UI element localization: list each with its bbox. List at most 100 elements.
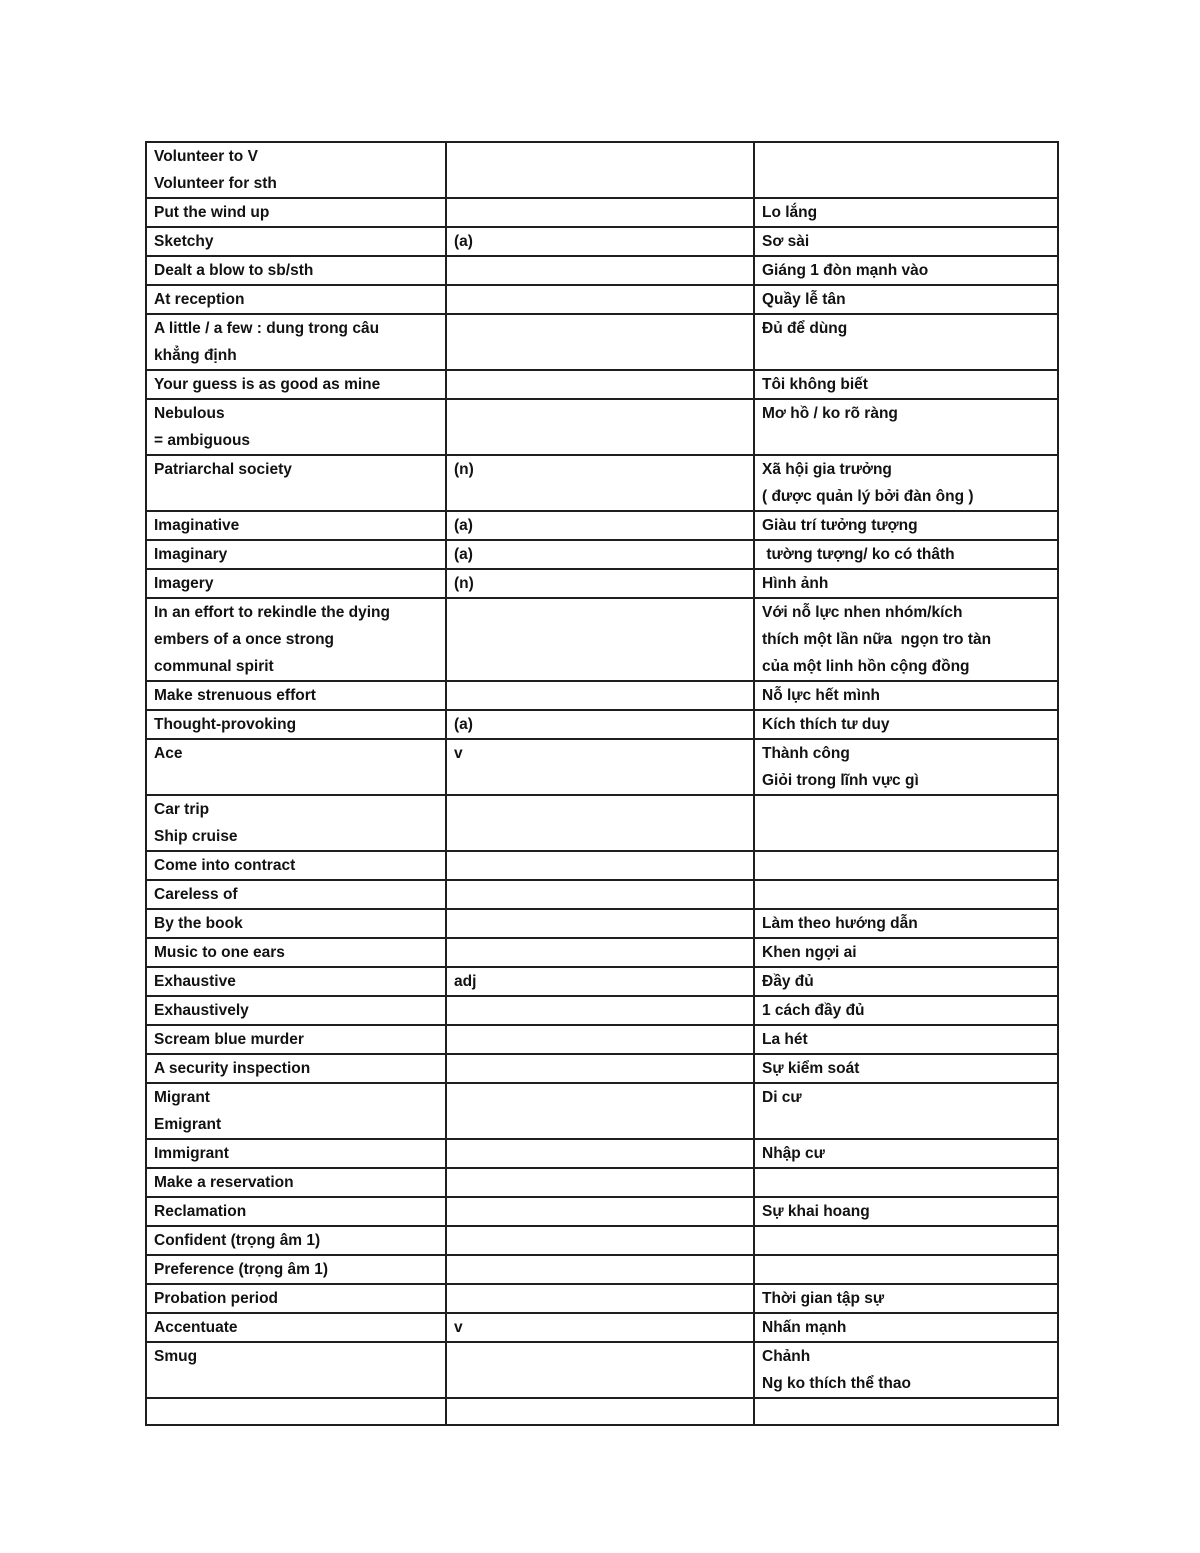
english-term-cell: Sketchy	[145, 226, 447, 257]
english-term-cell: Careless of	[145, 879, 447, 910]
part-of-speech-cell: (n)	[445, 454, 755, 512]
english-term-cell: By the book	[145, 908, 447, 939]
english-term-cell: Volunteer to V Volunteer for sth	[145, 141, 447, 199]
english-term-cell: Preference (trọng âm 1)	[145, 1254, 447, 1285]
table-row: Imagery (n) Hình ảnh	[145, 568, 1059, 599]
table-row: Scream blue murder La hét	[145, 1024, 1059, 1055]
table-row: Exhaustive adj Đầy đủ	[145, 966, 1059, 997]
english-term-cell: Migrant Emigrant	[145, 1082, 447, 1140]
vietnamese-meaning-cell: Nhập cư	[753, 1138, 1059, 1169]
table-row: Immigrant Nhập cư	[145, 1138, 1059, 1169]
english-term-cell: Your guess is as good as mine	[145, 369, 447, 400]
table-row: Come into contract	[145, 850, 1059, 881]
table-row: Dealt a blow to sb/sth Giáng 1 đòn mạnh …	[145, 255, 1059, 286]
vietnamese-meaning-cell: Sự kiểm soát	[753, 1053, 1059, 1084]
table-row: Confident (trọng âm 1)	[145, 1225, 1059, 1256]
part-of-speech-cell	[445, 1196, 755, 1227]
table-row: Volunteer to V Volunteer for sth	[145, 141, 1059, 199]
vietnamese-meaning-cell: Chảnh Ng ko thích thể thao	[753, 1341, 1059, 1399]
vietnamese-meaning-cell	[753, 1397, 1059, 1426]
part-of-speech-cell	[445, 995, 755, 1026]
english-term-cell: Reclamation	[145, 1196, 447, 1227]
vietnamese-meaning-cell: Với nỗ lực nhen nhóm/kích thích một lần …	[753, 597, 1059, 682]
part-of-speech-cell	[445, 1024, 755, 1055]
english-term-cell: Confident (trọng âm 1)	[145, 1225, 447, 1256]
part-of-speech-cell: (n)	[445, 568, 755, 599]
english-term-cell: A security inspection	[145, 1053, 447, 1084]
part-of-speech-cell	[445, 1254, 755, 1285]
table-row: Make strenuous effort Nỗ lực hết mình	[145, 680, 1059, 711]
part-of-speech-cell: (a)	[445, 226, 755, 257]
english-term-cell: Ace	[145, 738, 447, 796]
table-row: At reception Quầy lễ tân	[145, 284, 1059, 315]
vietnamese-meaning-cell: Sơ sài	[753, 226, 1059, 257]
table-row: Thought-provoking (a) Kích thích tư duy	[145, 709, 1059, 740]
english-term-cell: Accentuate	[145, 1312, 447, 1343]
part-of-speech-cell	[445, 850, 755, 881]
english-term-cell: Exhaustive	[145, 966, 447, 997]
english-term-cell: Thought-provoking	[145, 709, 447, 740]
vietnamese-meaning-cell	[753, 794, 1059, 852]
english-term-cell: Scream blue murder	[145, 1024, 447, 1055]
english-term-cell: Car trip Ship cruise	[145, 794, 447, 852]
part-of-speech-cell	[445, 1341, 755, 1399]
part-of-speech-cell	[445, 369, 755, 400]
vocabulary-table: Volunteer to V Volunteer for sth Put the…	[145, 141, 1059, 1426]
vietnamese-meaning-cell: Thời gian tập sự	[753, 1283, 1059, 1314]
table-row	[145, 1397, 1059, 1426]
part-of-speech-cell: v	[445, 1312, 755, 1343]
part-of-speech-cell	[445, 908, 755, 939]
part-of-speech-cell	[445, 879, 755, 910]
vietnamese-meaning-cell	[753, 1254, 1059, 1285]
vietnamese-meaning-cell: Nỗ lực hết mình	[753, 680, 1059, 711]
table-row: Smug Chảnh Ng ko thích thể thao	[145, 1341, 1059, 1399]
table-row: Nebulous = ambiguous Mơ hồ / ko rõ ràng	[145, 398, 1059, 456]
table-row: Probation period Thời gian tập sự	[145, 1283, 1059, 1314]
english-term-cell: Imaginative	[145, 510, 447, 541]
table-row: Car trip Ship cruise	[145, 794, 1059, 852]
vietnamese-meaning-cell	[753, 1225, 1059, 1256]
vietnamese-meaning-cell: Thành công Giỏi trong lĩnh vực gì	[753, 738, 1059, 796]
vietnamese-meaning-cell: tường tượng/ ko có thâth	[753, 539, 1059, 570]
table-row: Exhaustively 1 cách đầy đủ	[145, 995, 1059, 1026]
part-of-speech-cell	[445, 1138, 755, 1169]
part-of-speech-cell: (a)	[445, 510, 755, 541]
vietnamese-meaning-cell	[753, 141, 1059, 199]
english-term-cell	[145, 1397, 447, 1426]
part-of-speech-cell: (a)	[445, 539, 755, 570]
vietnamese-meaning-cell: Di cư	[753, 1082, 1059, 1140]
vietnamese-meaning-cell: Lo lắng	[753, 197, 1059, 228]
english-term-cell: Music to one ears	[145, 937, 447, 968]
vietnamese-meaning-cell: Đầy đủ	[753, 966, 1059, 997]
vietnamese-meaning-cell: Tôi không biết	[753, 369, 1059, 400]
table-row: In an effort to rekindle the dying ember…	[145, 597, 1059, 682]
part-of-speech-cell	[445, 680, 755, 711]
english-term-cell: Imagery	[145, 568, 447, 599]
part-of-speech-cell	[445, 1082, 755, 1140]
table-row: Accentuate v Nhấn mạnh	[145, 1312, 1059, 1343]
vietnamese-meaning-cell: Khen ngợi ai	[753, 937, 1059, 968]
part-of-speech-cell	[445, 794, 755, 852]
table-row: Careless of	[145, 879, 1059, 910]
english-term-cell: At reception	[145, 284, 447, 315]
table-row: Music to one ears Khen ngợi ai	[145, 937, 1059, 968]
table-row: Make a reservation	[145, 1167, 1059, 1198]
part-of-speech-cell	[445, 284, 755, 315]
english-term-cell: Probation period	[145, 1283, 447, 1314]
table-row: Imaginary (a) tường tượng/ ko có thâth	[145, 539, 1059, 570]
english-term-cell: Dealt a blow to sb/sth	[145, 255, 447, 286]
table-row: Preference (trọng âm 1)	[145, 1254, 1059, 1285]
english-term-cell: Immigrant	[145, 1138, 447, 1169]
part-of-speech-cell	[445, 141, 755, 199]
english-term-cell: Imaginary	[145, 539, 447, 570]
english-term-cell: Smug	[145, 1341, 447, 1399]
english-term-cell: Come into contract	[145, 850, 447, 881]
vietnamese-meaning-cell: 1 cách đầy đủ	[753, 995, 1059, 1026]
part-of-speech-cell	[445, 937, 755, 968]
part-of-speech-cell	[445, 197, 755, 228]
english-term-cell: Patriarchal society	[145, 454, 447, 512]
vietnamese-meaning-cell: Sự khai hoang	[753, 1196, 1059, 1227]
english-term-cell: In an effort to rekindle the dying ember…	[145, 597, 447, 682]
vietnamese-meaning-cell: Mơ hồ / ko rõ ràng	[753, 398, 1059, 456]
english-term-cell: A little / a few : dung trong câu khẳng …	[145, 313, 447, 371]
